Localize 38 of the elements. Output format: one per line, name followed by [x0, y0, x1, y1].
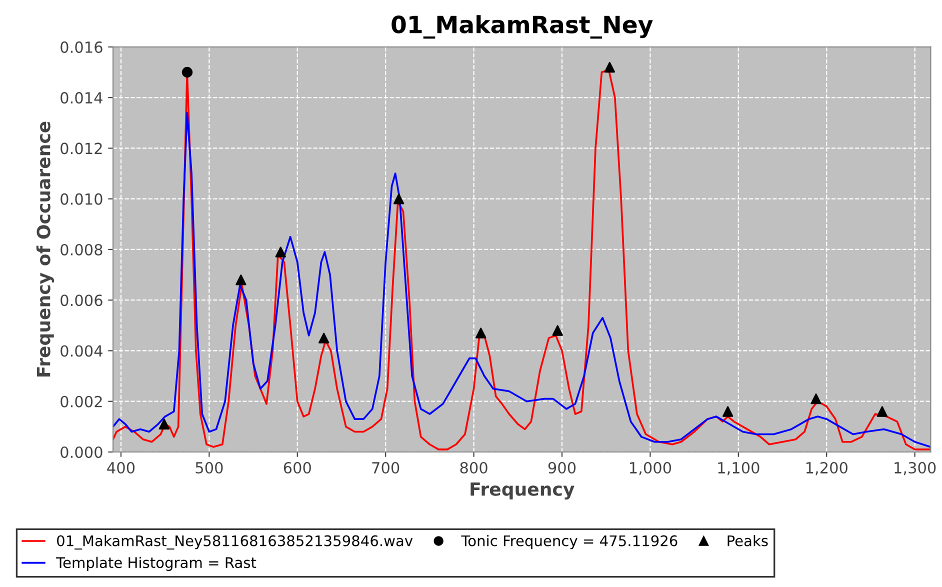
legend-label: Tonic Frequency = 475.11926: [461, 535, 678, 550]
point: [318, 332, 330, 344]
point: [393, 193, 404, 204]
x-tick-label: 500: [196, 462, 223, 474]
point: [876, 406, 888, 417]
x-tick-label: 1,300: [894, 462, 936, 476]
y-tick-label: 0.006: [60, 294, 102, 306]
legend-label: Template Histogram = Rast: [56, 556, 256, 571]
point: [275, 246, 286, 258]
x-tick-label: 800: [460, 462, 488, 474]
legend-label: Peaks: [728, 535, 768, 546]
point: [722, 406, 734, 417]
point: [552, 325, 563, 336]
y-tick-label: 0.008: [60, 244, 102, 256]
point: [604, 62, 615, 73]
x-tick-label: 700: [372, 462, 400, 474]
chart-title: 01_MakamRast_Ney: [392, 15, 653, 39]
x-tick-label: 1,200: [806, 462, 848, 476]
x-tick-label: 600: [284, 462, 311, 474]
y-tick-label: 0.010: [60, 193, 102, 205]
y-tick-label: 0.012: [60, 142, 102, 154]
point: [476, 328, 486, 338]
point: [182, 66, 193, 78]
x-axis-title: Frequency: [470, 482, 574, 500]
y-tick-label: 0.004: [60, 345, 102, 357]
y-axis-title: Frequency of Occuarence: [36, 122, 54, 376]
x-tick-label: 400: [107, 462, 135, 474]
legend-label: 01_MakamRast_Ney5811681638521359846.wav: [57, 535, 413, 550]
y-tick-label: 0.000: [60, 446, 102, 458]
y-tick-label: 0.014: [60, 92, 102, 104]
point: [810, 393, 822, 404]
point: [236, 274, 246, 286]
point: [158, 418, 170, 430]
y-tick-label: 0.002: [60, 396, 102, 408]
x-tick-label: 1,100: [718, 462, 760, 476]
x-tick-label: 900: [548, 462, 576, 474]
y-tick-label: 0.016: [60, 41, 102, 53]
x-tick-label: 1,000: [630, 462, 672, 476]
